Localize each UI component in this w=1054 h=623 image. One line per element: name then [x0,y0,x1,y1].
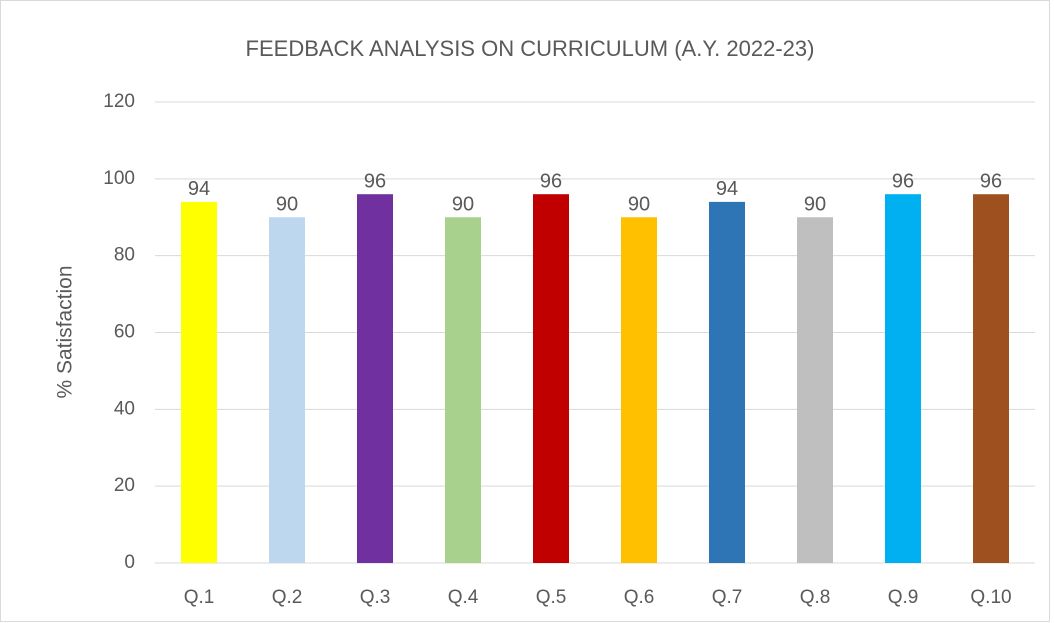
data-label: 96 [540,170,562,192]
y-tick-label: 60 [114,322,135,343]
data-label: 96 [980,170,1002,192]
data-label: 96 [364,170,386,192]
bar [709,201,745,563]
x-tick-label: Q.1 [184,587,215,608]
data-label: 94 [716,178,738,200]
bar [269,217,305,563]
chart-title: FEEDBACK ANALYSIS ON CURRICULUM (A.Y. 20… [246,36,815,61]
bar [445,217,481,563]
bar [181,201,217,563]
x-tick-label: Q.10 [970,587,1011,608]
bar [885,194,921,563]
x-tick-label: Q.2 [272,587,303,608]
x-tick-label: Q.9 [888,587,919,608]
bar [797,217,833,563]
data-label: 96 [892,170,914,192]
bar [533,194,569,563]
y-tick-label: 20 [114,475,135,496]
x-tick-label: Q.7 [712,587,743,608]
x-tick-label: Q.6 [624,587,655,608]
data-label: 94 [188,178,210,200]
data-label: 90 [452,194,474,216]
bar [973,194,1009,563]
data-label: 90 [628,194,650,216]
y-axis-label: % Satisfaction [54,265,77,398]
y-tick-label: 100 [103,168,135,189]
data-label: 90 [804,194,826,216]
y-tick-label: 40 [114,398,135,419]
bar [621,217,657,563]
x-tick-label: Q.8 [800,587,831,608]
x-tick-label: Q.4 [448,587,479,608]
x-tick-label: Q.5 [536,587,567,608]
y-tick-label: 120 [103,91,135,112]
bar [357,194,393,563]
y-tick-label: 0 [124,552,135,573]
y-tick-label: 80 [114,245,135,266]
x-tick-label: Q.3 [360,587,391,608]
data-label: 90 [276,194,298,216]
